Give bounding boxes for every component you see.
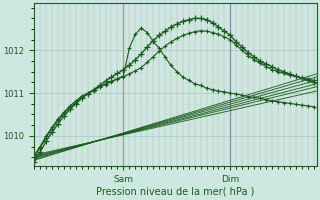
X-axis label: Pression niveau de la mer( hPa ): Pression niveau de la mer( hPa ) [96,187,254,197]
